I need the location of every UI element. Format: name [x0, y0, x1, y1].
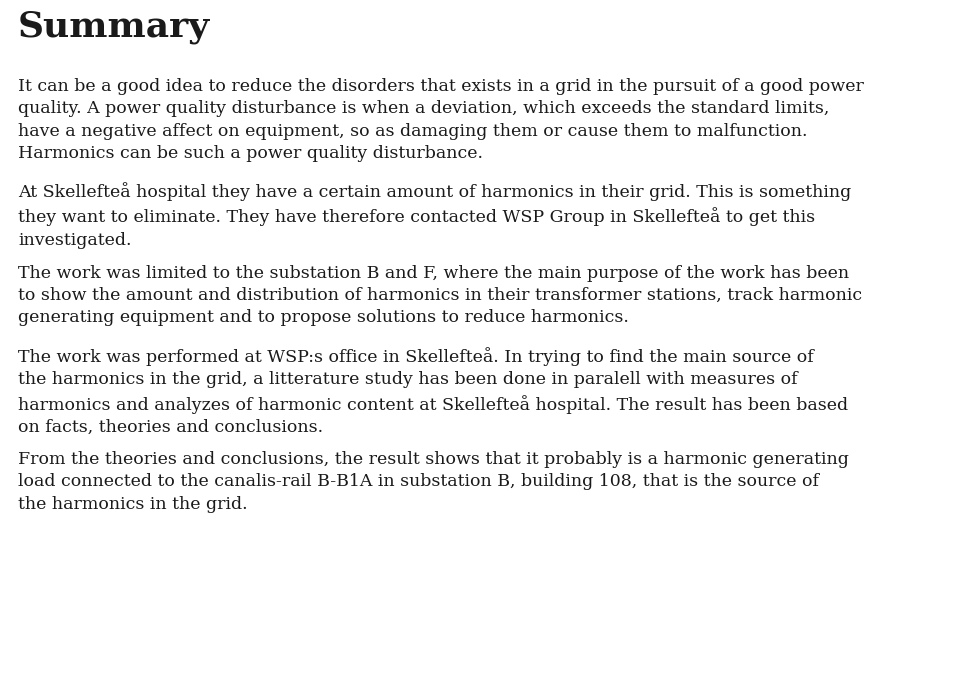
- Text: The work was limited to the substation B and F, where the main purpose of the wo: The work was limited to the substation B…: [18, 264, 862, 326]
- Text: It can be a good idea to reduce the disorders that exists in a grid in the pursu: It can be a good idea to reduce the diso…: [18, 78, 864, 162]
- Text: Summary: Summary: [18, 10, 210, 44]
- Text: At Skellefteå hospital they have a certain amount of harmonics in their grid. Th: At Skellefteå hospital they have a certa…: [18, 182, 852, 249]
- Text: The work was performed at WSP:s office in Skellefteå. In trying to find the main: The work was performed at WSP:s office i…: [18, 347, 848, 436]
- Text: From the theories and conclusions, the result shows that it probably is a harmon: From the theories and conclusions, the r…: [18, 451, 849, 513]
